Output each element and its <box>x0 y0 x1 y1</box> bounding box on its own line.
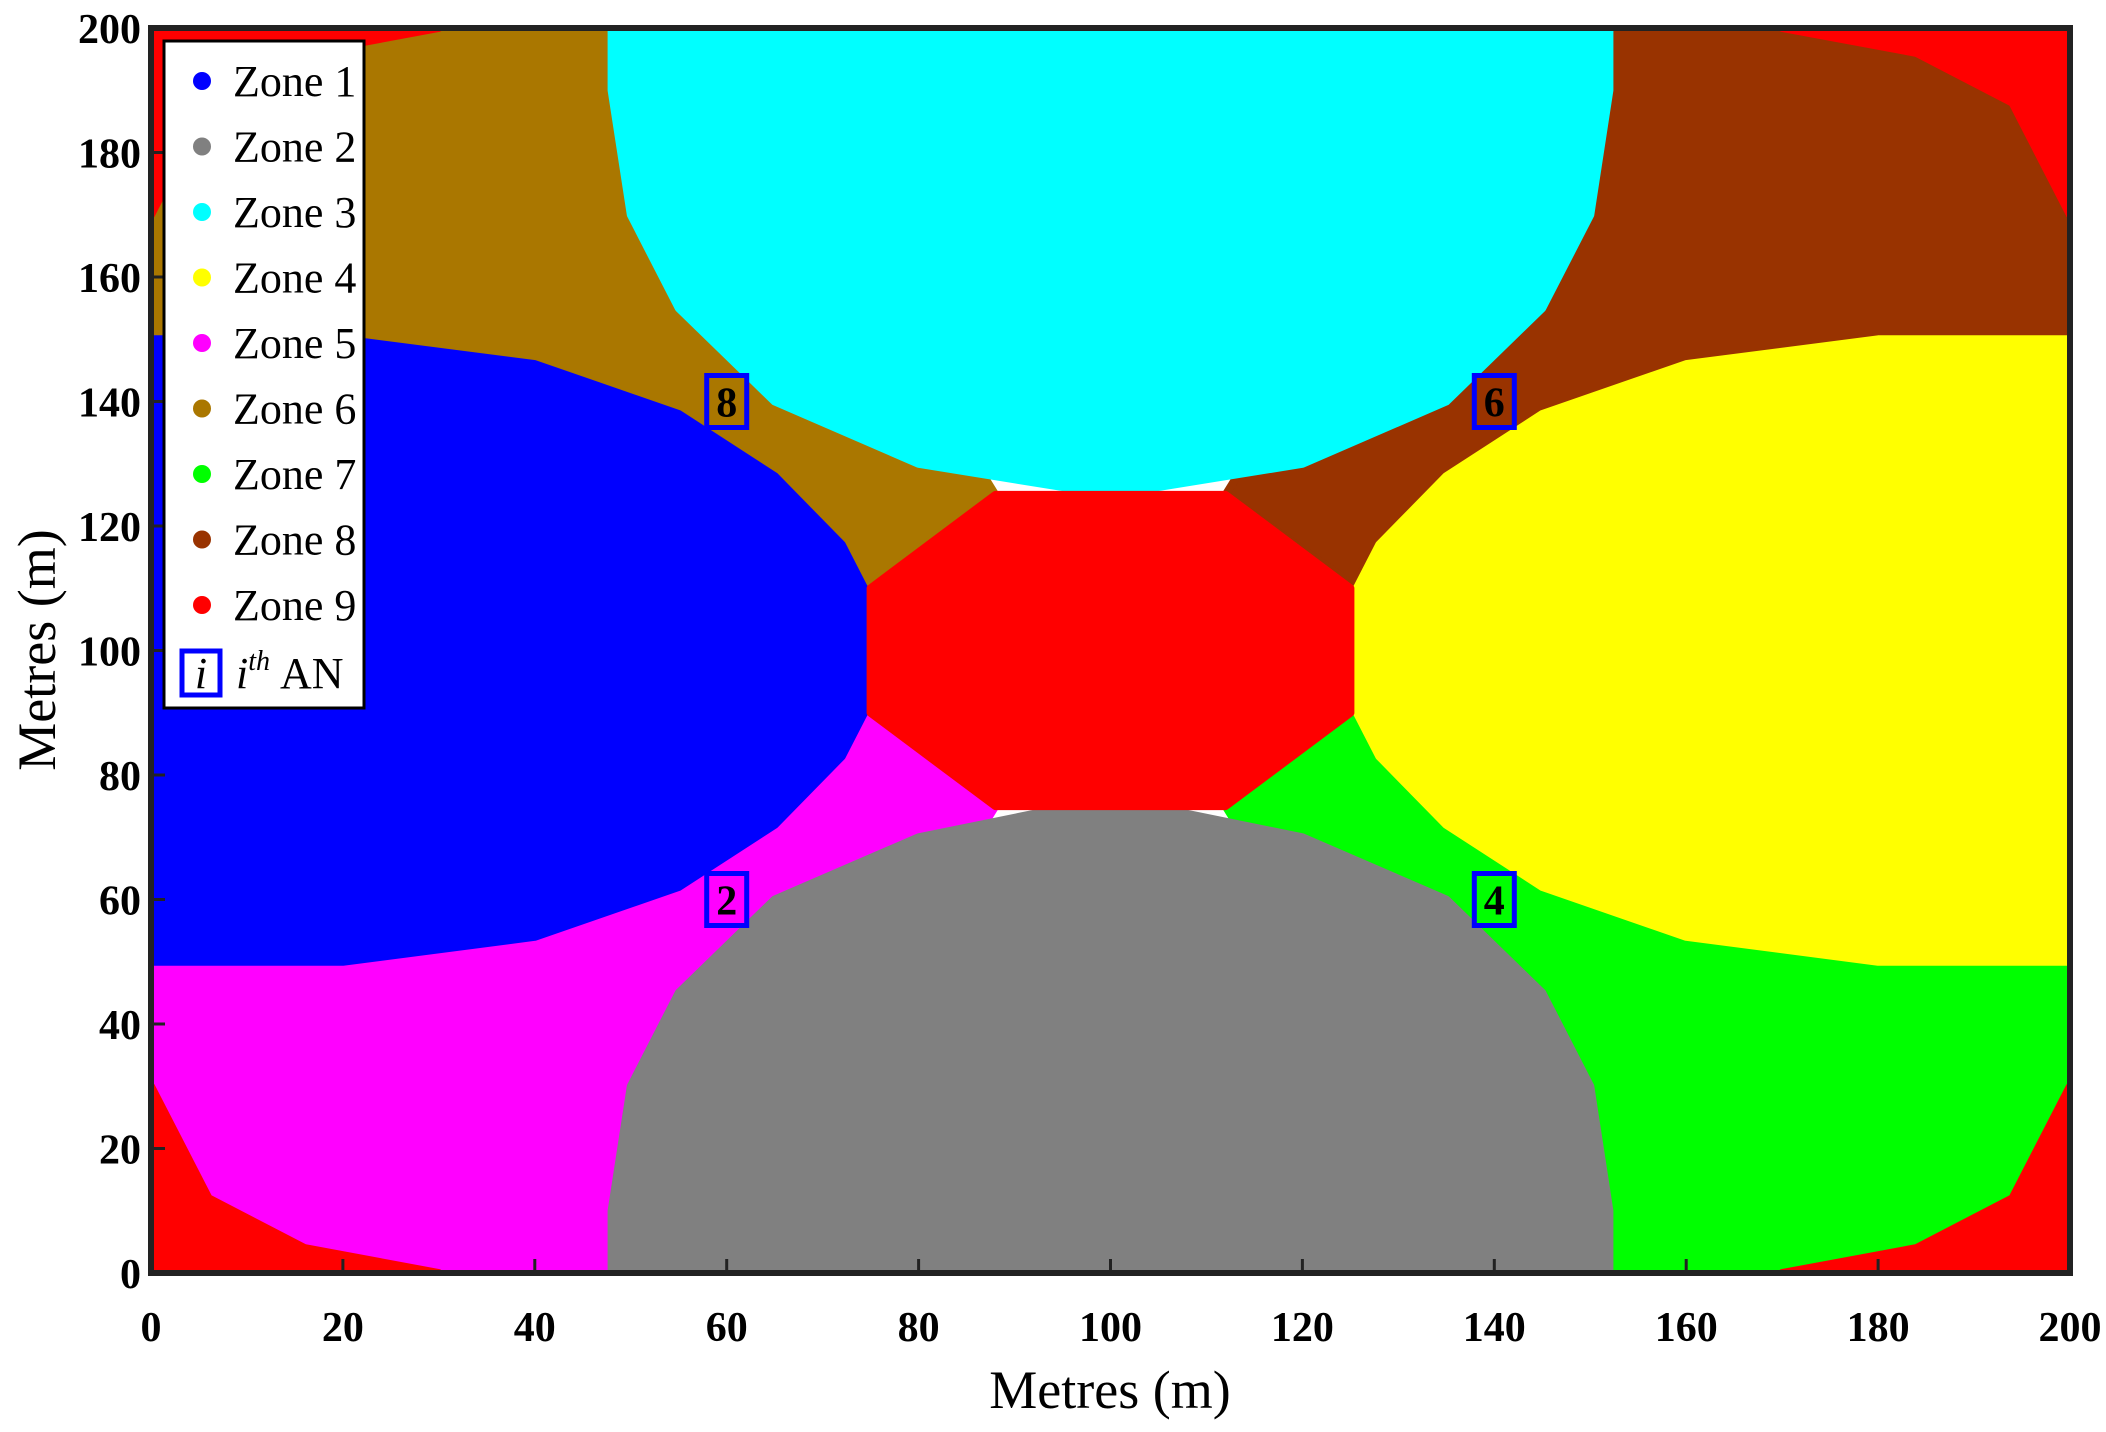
zones-layer <box>151 28 2070 1273</box>
x-axis-label: Metres (m) <box>989 1360 1230 1420</box>
anchor-node-box <box>1471 373 1517 430</box>
legend-an-label: ith AN <box>236 646 344 698</box>
zone-9-corner-region <box>1778 28 2070 219</box>
x-tick-label: 60 <box>706 1305 748 1351</box>
anchor-node-box <box>704 871 750 928</box>
anchor-node: 4 <box>1471 871 1517 928</box>
y-tick-label: 100 <box>78 630 141 676</box>
x-tick-label: 140 <box>1463 1305 1526 1351</box>
anchor-node-label: 8 <box>716 381 737 427</box>
legend-label-zone-2: Zone 2 <box>233 123 356 172</box>
legend-marker-zone-3 <box>193 203 211 221</box>
legend-marker-zone-8 <box>193 530 211 549</box>
anchor-nodes: 8 6 2 4 <box>704 373 1517 928</box>
x-tick-label: 80 <box>898 1305 940 1351</box>
legend: Zone 1 Zone 2 Zone 3 Zone 4 Zone 5 Zone 6 Zone… <box>162 39 366 710</box>
legend-marker-zone-4 <box>193 268 211 287</box>
x-tick-label: 120 <box>1271 1305 1334 1351</box>
y-tick-label: 40 <box>99 1003 141 1049</box>
legend-marker-zone-2 <box>193 137 211 156</box>
zone-3-region <box>607 28 1614 493</box>
anchor-node: 8 <box>704 373 750 430</box>
legend-label-zone-4: Zone 4 <box>233 254 356 303</box>
legend-marker-zone-7 <box>193 465 211 483</box>
anchor-node: 6 <box>1471 373 1517 430</box>
legend-an-text: AN <box>280 649 344 698</box>
anchor-node-box <box>1471 871 1517 928</box>
x-tick-label: 0 <box>141 1305 162 1351</box>
anchor-node-label: 2 <box>716 879 737 925</box>
y-tick-label: 120 <box>78 505 141 551</box>
y-tick-label: 20 <box>99 1128 141 1174</box>
y-tick-label: 0 <box>120 1252 141 1298</box>
x-tick-label: 40 <box>514 1305 556 1351</box>
legend-label-zone-5: Zone 5 <box>233 319 356 368</box>
y-tick-label: 60 <box>99 879 141 925</box>
legend-marker-zone-5 <box>193 334 211 352</box>
legend-marker-zone-1 <box>193 72 211 90</box>
y-tick-label: 80 <box>99 754 141 800</box>
legend-label-zone-8: Zone 8 <box>233 516 356 565</box>
x-tick-label: 100 <box>1079 1305 1142 1351</box>
y-tick-label: 140 <box>78 381 141 427</box>
legend-label-zone-3: Zone 3 <box>233 188 356 237</box>
anchor-node-box <box>704 373 750 430</box>
legend-marker-zone-6 <box>193 399 211 418</box>
x-tick-label: 20 <box>322 1305 364 1351</box>
y-tick-label: 200 <box>78 7 141 53</box>
legend-label-zone-6: Zone 6 <box>233 385 356 434</box>
x-tick-label: 160 <box>1655 1305 1718 1351</box>
anchor-node-label: 6 <box>1484 381 1505 427</box>
y-tick-label: 180 <box>78 132 141 178</box>
x-tick-label: 180 <box>1847 1305 1910 1351</box>
legend-an-marker <box>179 648 223 698</box>
legend-an-symbol: i <box>195 649 207 698</box>
zone-9-region <box>866 490 1355 811</box>
anchor-node-label: 4 <box>1484 879 1505 925</box>
y-axis-ticks: 0 20 40 60 80 100 120 140 160 180 200 <box>78 7 165 1298</box>
legend-label-zone-9: Zone 9 <box>233 581 356 630</box>
legend-an-i: i <box>236 649 248 698</box>
legend-marker-zone-9 <box>193 596 211 614</box>
y-axis-label: Metres (m) <box>7 529 67 770</box>
zone-9-corner-region <box>151 1082 443 1273</box>
legend-items: Zone 1 Zone 2 Zone 3 Zone 4 Zone 5 Zone 6 Zone… <box>193 57 356 630</box>
legend-label-zone-7: Zone 7 <box>233 450 356 499</box>
anchor-node: 2 <box>704 871 750 928</box>
legend-an-sup: th <box>248 646 270 677</box>
zone-9-corner-region <box>1778 1082 2070 1273</box>
x-axis-ticks: 0 20 40 60 80 100 120 140 160 180 200 <box>141 1259 2102 1351</box>
x-tick-label: 200 <box>2039 1305 2102 1351</box>
y-tick-label: 160 <box>78 256 141 302</box>
legend-label-zone-1: Zone 1 <box>233 57 356 106</box>
